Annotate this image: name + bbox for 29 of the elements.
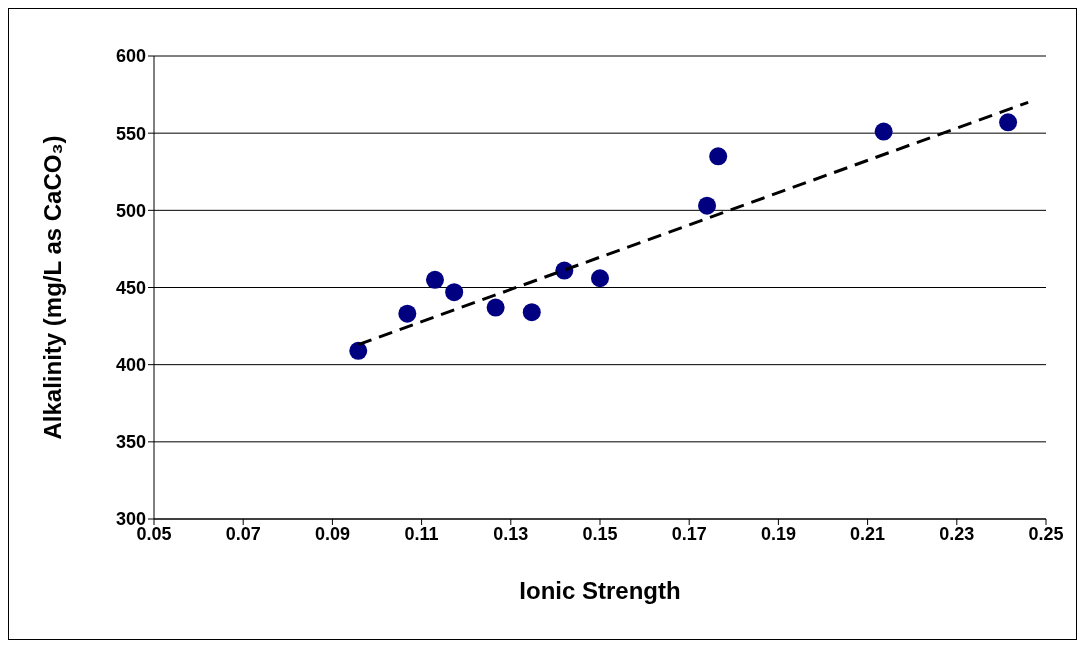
point — [874, 122, 893, 141]
point — [425, 270, 444, 289]
point — [522, 303, 541, 322]
point — [709, 147, 728, 166]
point — [698, 196, 717, 215]
point — [349, 341, 368, 360]
point — [445, 283, 464, 302]
point — [398, 304, 417, 323]
x-tick-label: 0.19 — [760, 523, 796, 544]
x-tick-label: 0.09 — [314, 523, 350, 544]
x-tick-label: 0.07 — [225, 523, 261, 544]
point — [486, 298, 505, 317]
x-tick-label: 0.15 — [582, 523, 618, 544]
x-tick-label: 0.13 — [493, 523, 529, 544]
y-tick-label: 500 — [115, 200, 146, 221]
x-tick-label: 0.25 — [1028, 523, 1064, 544]
x-tick-label: 0.23 — [939, 523, 975, 544]
x-tick-label: 0.17 — [671, 523, 707, 544]
y-tick-label: 550 — [115, 123, 146, 144]
y-tick-label: 450 — [115, 277, 146, 298]
x-tick-label: 0.21 — [850, 523, 886, 544]
point — [591, 269, 609, 288]
y-tick-label: 350 — [115, 432, 146, 453]
x-axis-title: Ionic Strength — [519, 577, 681, 604]
y-axis-title: Alkalinity (mg/L as CaCO₃) — [39, 135, 66, 440]
y-tick-label: 600 — [115, 46, 146, 67]
x-tick-label: 0.11 — [404, 523, 439, 544]
point — [999, 113, 1018, 132]
y-tick-label: 400 — [115, 355, 146, 376]
